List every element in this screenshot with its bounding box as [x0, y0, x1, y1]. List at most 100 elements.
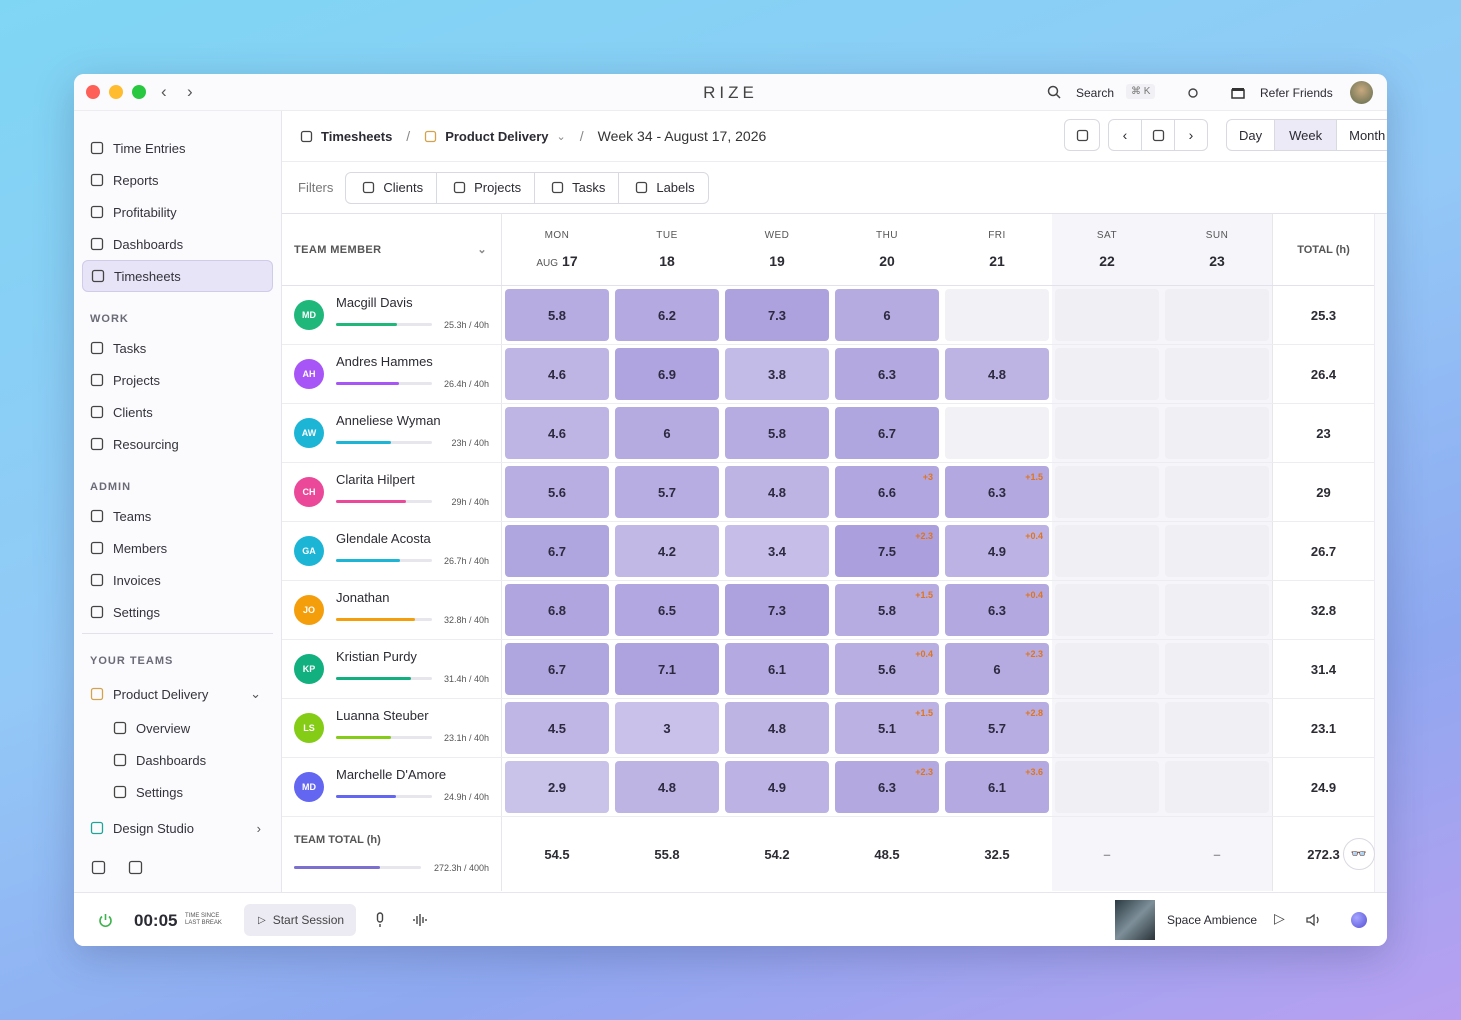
hours-cell[interactable]: 2.9 — [505, 761, 609, 813]
week-nav-button[interactable]: ‹ — [1108, 119, 1142, 151]
hours-cell[interactable]: 5.7 +2.8 — [945, 702, 1049, 754]
hours-cell[interactable]: 6.7 — [835, 407, 939, 459]
team-item[interactable]: Product Delivery ⌄ — [82, 678, 273, 710]
power-icon[interactable] — [98, 913, 113, 928]
hours-cell[interactable]: 7.5 +2.3 — [835, 525, 939, 577]
hours-cell[interactable]: 7.3 — [725, 584, 829, 636]
nav-item[interactable]: Timesheets — [82, 260, 273, 292]
hours-cell[interactable]: 4.8 — [945, 348, 1049, 400]
hours-cell[interactable]: 3.8 — [725, 348, 829, 400]
waveform-icon[interactable] — [413, 913, 427, 927]
empty-cell[interactable] — [945, 289, 1049, 341]
glasses-button[interactable]: 👓 — [1343, 838, 1375, 870]
empty-cell[interactable] — [1165, 348, 1269, 400]
week-nav-button[interactable] — [1141, 119, 1175, 151]
nav-item[interactable]: Profitability — [82, 196, 273, 228]
hours-cell[interactable]: 6 — [835, 289, 939, 341]
minimize[interactable] — [109, 85, 123, 99]
empty-cell[interactable] — [1165, 407, 1269, 459]
start-session[interactable]: ▷ Start Session — [244, 904, 356, 936]
member-name[interactable]: Macgill Davis — [336, 295, 413, 310]
member-name[interactable]: Luanna Steuber — [336, 708, 429, 723]
breadcrumb-item[interactable]: Product Delivery — [445, 128, 549, 144]
hours-cell[interactable]: 6.3 +1.5 — [945, 466, 1049, 518]
week-nav-button[interactable]: › — [1174, 119, 1208, 151]
forward[interactable]: › — [187, 82, 193, 101]
filter-button[interactable]: Labels — [618, 171, 709, 204]
empty-cell[interactable] — [1055, 525, 1159, 577]
hours-cell[interactable]: 6.3 +0.4 — [945, 584, 1049, 636]
hours-cell[interactable]: 3 — [615, 702, 719, 754]
team-sub-item[interactable]: Overview — [82, 712, 273, 744]
hours-cell[interactable]: 6.7 — [505, 643, 609, 695]
hours-cell[interactable]: 4.6 — [505, 407, 609, 459]
empty-cell[interactable] — [1055, 761, 1159, 813]
hours-cell[interactable]: 6.1 — [725, 643, 829, 695]
empty-cell[interactable] — [1055, 584, 1159, 636]
hours-cell[interactable]: 4.5 — [505, 702, 609, 754]
member-name[interactable]: Clarita Hilpert — [336, 472, 415, 487]
empty-cell[interactable] — [1165, 584, 1269, 636]
hours-cell[interactable]: 6.2 — [615, 289, 719, 341]
hours-cell[interactable]: 5.7 — [615, 466, 719, 518]
nav-item[interactable]: Invoices — [82, 564, 273, 596]
empty-cell[interactable] — [1055, 466, 1159, 518]
hours-cell[interactable]: 6.5 — [615, 584, 719, 636]
calendar-button[interactable] — [1064, 119, 1100, 151]
hours-cell[interactable]: 6 — [615, 407, 719, 459]
hours-cell[interactable]: 5.6 — [505, 466, 609, 518]
team-sub-item[interactable]: Dashboards — [82, 744, 273, 776]
empty-cell[interactable] — [1055, 289, 1159, 341]
hours-cell[interactable]: 6.3 — [835, 348, 939, 400]
play[interactable]: ▷ — [1274, 910, 1285, 926]
hours-cell[interactable]: 6 +2.3 — [945, 643, 1049, 695]
empty-cell[interactable] — [1055, 348, 1159, 400]
back[interactable]: ‹ — [161, 82, 167, 101]
breadcrumb-item[interactable]: Timesheets — [321, 128, 393, 144]
member-name[interactable]: Marchelle D'Amore — [336, 767, 447, 782]
status-orb[interactable] — [1351, 912, 1367, 928]
empty-cell[interactable] — [945, 407, 1049, 459]
nav-item[interactable]: Tasks — [82, 332, 273, 364]
search[interactable]: Search — [1076, 86, 1115, 100]
filter-button[interactable]: Projects — [436, 171, 536, 204]
hours-cell[interactable]: 5.1 +1.5 — [835, 702, 939, 754]
user-avatar[interactable] — [1350, 81, 1373, 104]
hours-cell[interactable]: 3.4 — [725, 525, 829, 577]
hours-cell[interactable]: 4.6 — [505, 348, 609, 400]
hours-cell[interactable]: 4.2 — [615, 525, 719, 577]
chevron[interactable]: › — [256, 820, 261, 836]
filter-button[interactable]: Tasks — [534, 171, 620, 204]
nav-item[interactable]: Resourcing — [82, 428, 273, 460]
empty-cell[interactable] — [1055, 407, 1159, 459]
refer-friends[interactable]: Refer Friends — [1260, 86, 1333, 100]
empty-cell[interactable] — [1055, 643, 1159, 695]
sort-icon[interactable]: ⌄ — [477, 244, 487, 256]
hours-cell[interactable]: 4.8 — [615, 761, 719, 813]
hours-cell[interactable]: 5.8 — [725, 407, 829, 459]
member-name[interactable]: Anneliese Wyman — [336, 413, 441, 428]
hours-cell[interactable]: 6.9 — [615, 348, 719, 400]
hours-cell[interactable]: 6.3 +2.3 — [835, 761, 939, 813]
nav-item[interactable]: Clients — [82, 396, 273, 428]
chevron[interactable]: ⌄ — [250, 686, 261, 701]
empty-cell[interactable] — [1165, 289, 1269, 341]
view-option[interactable]: Day — [1226, 119, 1276, 151]
hours-cell[interactable]: 6.6 +3 — [835, 466, 939, 518]
nav-item[interactable]: Reports — [82, 164, 273, 196]
member-name[interactable]: Kristian Purdy — [336, 649, 417, 664]
view-option[interactable]: Month — [1336, 119, 1387, 151]
empty-cell[interactable] — [1165, 702, 1269, 754]
nav-item[interactable]: Members — [82, 532, 273, 564]
nav-item[interactable]: Teams — [82, 500, 273, 532]
member-name[interactable]: Glendale Acosta — [336, 531, 431, 546]
empty-cell[interactable] — [1165, 761, 1269, 813]
hours-cell[interactable]: 4.9 +0.4 — [945, 525, 1049, 577]
team-item[interactable]: Design Studio › — [82, 812, 273, 844]
hours-cell[interactable]: 5.6 +0.4 — [835, 643, 939, 695]
empty-cell[interactable] — [1165, 643, 1269, 695]
empty-cell[interactable] — [1055, 702, 1159, 754]
nav-item[interactable]: Settings — [82, 596, 273, 628]
hours-cell[interactable]: 7.1 — [615, 643, 719, 695]
nav-item[interactable]: Dashboards — [82, 228, 273, 260]
